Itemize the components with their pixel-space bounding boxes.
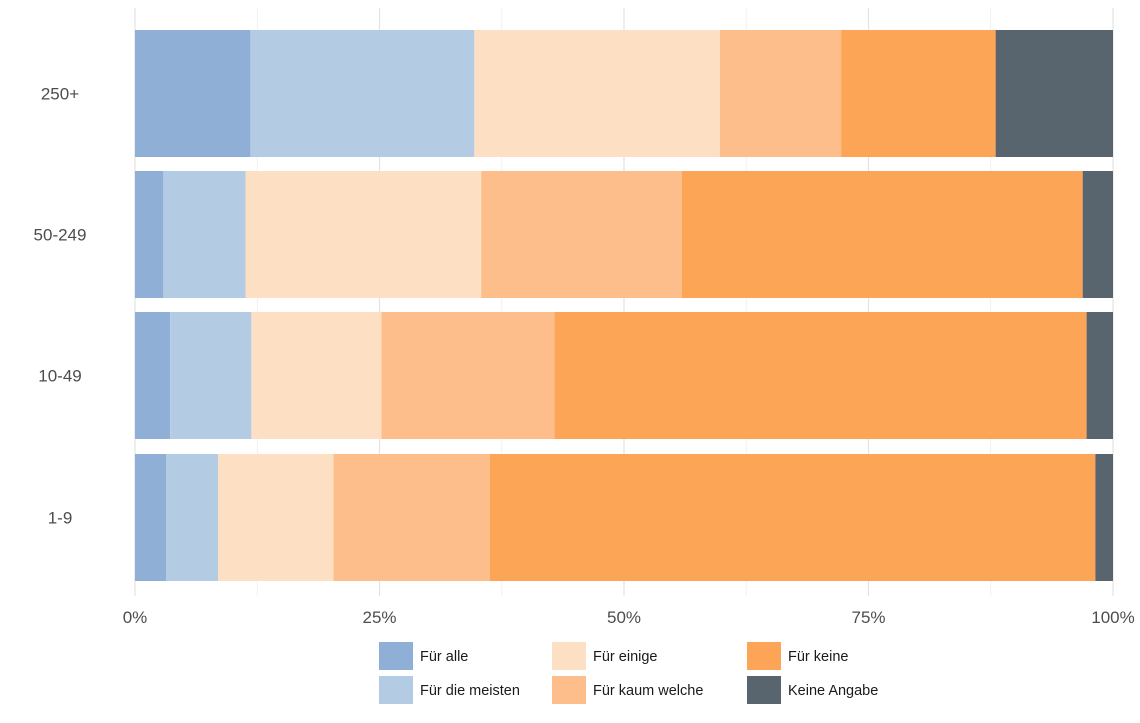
- bar-segment: [1095, 454, 1113, 581]
- legend-swatch: [552, 676, 586, 704]
- legend-item: Keine Angabe: [747, 676, 878, 704]
- legend-swatch: [747, 642, 781, 670]
- legend-swatch: [379, 642, 413, 670]
- bar-segment: [474, 30, 720, 157]
- legend-label: Für keine: [788, 649, 848, 665]
- bar-segment: [163, 171, 246, 298]
- bar-segment: [135, 312, 171, 439]
- legend-swatch: [552, 642, 586, 670]
- bar-segment: [250, 30, 475, 157]
- bars: [135, 30, 1113, 581]
- bar-segment: [333, 454, 491, 581]
- bar-segment: [135, 30, 251, 157]
- x-tick-label: 0%: [123, 608, 148, 627]
- x-axis-labels: 0% 25% 50% 75% 100%: [123, 608, 1135, 627]
- x-tick-label: 50%: [607, 608, 641, 627]
- bar-segment: [1086, 312, 1113, 439]
- bar-segment: [170, 312, 252, 439]
- legend-label: Für einige: [593, 649, 657, 665]
- bar-segment: [381, 312, 555, 439]
- legend-label: Keine Angabe: [788, 683, 878, 699]
- bar-segment: [135, 454, 167, 581]
- bar-segment: [490, 454, 1096, 581]
- legend-swatch: [747, 676, 781, 704]
- legend-item: Für einige: [552, 642, 657, 670]
- legend-label: Für kaum welche: [593, 683, 703, 699]
- legend-swatch: [379, 676, 413, 704]
- bar-segment: [251, 312, 382, 439]
- y-tick-label: 1-9: [48, 509, 73, 528]
- legend-item: Für keine: [747, 642, 848, 670]
- legend-item: Für kaum welche: [552, 676, 703, 704]
- x-tick-label: 25%: [362, 608, 396, 627]
- legend-item: Für alle: [379, 642, 468, 670]
- y-axis-labels: 250+ 50-249 10-49 1-9: [34, 85, 87, 528]
- bar-segment: [481, 171, 682, 298]
- x-tick-label: 75%: [851, 608, 885, 627]
- bar-segment: [1082, 171, 1113, 298]
- bar-segment: [135, 171, 164, 298]
- legend-item: Für die meisten: [379, 676, 520, 704]
- bar-segment: [681, 171, 1083, 298]
- bar-segment: [719, 30, 842, 157]
- y-tick-label: 50-249: [34, 226, 87, 245]
- legend-label: Für die meisten: [420, 683, 520, 699]
- bar-segment: [218, 454, 334, 581]
- legend-label: Für alle: [420, 649, 468, 665]
- legend: Für alle Für die meisten Für einige Für kau…: [379, 642, 878, 704]
- y-tick-label: 10-49: [38, 367, 81, 386]
- bar-segment: [995, 30, 1113, 157]
- bar-segment: [554, 312, 1087, 439]
- y-tick-label: 250+: [41, 85, 79, 104]
- bar-segment: [166, 454, 219, 581]
- bar-segment: [841, 30, 996, 157]
- bar-segment: [245, 171, 482, 298]
- x-tick-label: 100%: [1091, 608, 1134, 627]
